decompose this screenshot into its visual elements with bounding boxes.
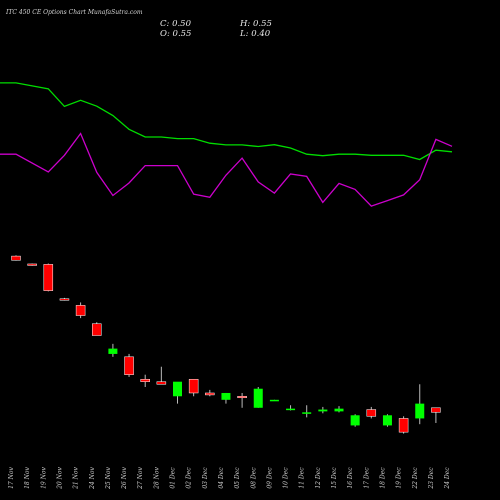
x-tick-label: 18 Dec	[379, 467, 386, 489]
candle	[108, 343, 118, 357]
candle-body	[59, 298, 70, 301]
candle-body	[205, 392, 215, 396]
candle	[431, 407, 441, 423]
candle	[92, 322, 102, 336]
candle-body	[43, 264, 54, 291]
candle-body	[302, 412, 312, 414]
x-tick-label: 04 Dec	[218, 467, 225, 489]
x-tick-label: 21 Nov	[73, 466, 80, 489]
x-tick-label: 27 Nov	[137, 466, 144, 489]
x-tick-label: 05 Dec	[234, 467, 241, 489]
x-tick-label: 25 Nov	[105, 466, 112, 489]
candle	[269, 399, 279, 402]
x-tick-label: 28 Nov	[153, 466, 160, 489]
candle	[43, 263, 54, 292]
candle	[350, 414, 360, 427]
indicator-line-green	[0, 82, 453, 161]
candle-body	[269, 399, 279, 402]
candle-body	[108, 348, 118, 354]
x-tick-label: 03 Dec	[202, 467, 209, 489]
x-tick-label: 26 Nov	[121, 466, 128, 489]
x-tick-label: 09 Dec	[266, 467, 273, 489]
candle	[221, 392, 231, 404]
candle-body	[237, 396, 247, 399]
candle-body	[350, 415, 360, 426]
x-tick-label: 01 Dec	[170, 467, 177, 489]
candle	[382, 414, 392, 427]
candle-body	[75, 305, 86, 316]
candle-body	[366, 409, 377, 417]
x-tick-label: 19 Dec	[396, 467, 403, 489]
candle-body	[318, 409, 328, 412]
candle-body	[11, 255, 21, 261]
candle-body	[221, 392, 231, 400]
candle	[11, 255, 21, 261]
candle	[398, 416, 409, 434]
candle	[334, 406, 344, 413]
candle	[237, 392, 247, 408]
candle	[140, 374, 150, 388]
candle	[75, 302, 86, 319]
close-readout: C: 0.50	[160, 19, 191, 29]
x-tick-label: 08 Dec	[250, 467, 257, 489]
candle	[124, 353, 134, 377]
x-axis-date-labels: 17 Nov 18 Nov 19 Nov 20 Nov 21 Nov 24 Nov 25 N…	[8, 466, 451, 489]
x-tick-label: 23 Dec	[428, 467, 435, 490]
candle-body	[156, 381, 167, 385]
chart-title: ITC 450 CE Options Chart MunafaSutra.com	[6, 9, 143, 16]
x-tick-label: 24 Nov	[89, 466, 96, 489]
candle-body	[415, 403, 425, 419]
candle-body	[286, 408, 296, 411]
candle-body	[173, 381, 182, 397]
candlestick-series	[11, 255, 441, 434]
x-tick-label: 20 Nov	[56, 466, 63, 489]
x-tick-label: 12 Dec	[315, 467, 322, 489]
candle	[205, 389, 215, 397]
x-tick-label: 24 Dec	[444, 467, 451, 490]
x-tick-label: 11 Dec	[299, 467, 306, 489]
candle	[302, 405, 312, 418]
candle	[59, 297, 70, 301]
indicator-lines	[0, 82, 453, 207]
x-tick-label: 10 Dec	[283, 467, 290, 489]
candle-body	[140, 378, 150, 382]
candle	[156, 366, 167, 385]
candle-body	[334, 408, 344, 412]
x-tick-label: 02 Dec	[186, 467, 193, 489]
candle-body	[92, 323, 102, 336]
candle	[366, 406, 377, 419]
x-tick-label: 15 Dec	[331, 467, 338, 489]
candle-body	[188, 378, 199, 394]
x-tick-label: 17 Nov	[8, 466, 15, 488]
candle	[286, 405, 296, 411]
candle	[253, 387, 263, 408]
candle-body	[253, 388, 263, 408]
candle	[188, 378, 199, 397]
x-tick-label: 19 Nov	[40, 466, 47, 488]
open-readout: O: 0.55	[160, 29, 192, 39]
candle	[318, 406, 328, 414]
x-tick-label: 22 Dec	[412, 467, 419, 490]
high-readout: H: 0.55	[240, 19, 272, 29]
x-tick-label: 18 Nov	[24, 466, 31, 488]
x-tick-label: 16 Dec	[347, 467, 354, 489]
candle-body	[382, 415, 392, 426]
candle-body	[124, 356, 134, 375]
candle	[415, 384, 425, 425]
low-readout: L: 0.40	[240, 29, 271, 39]
candle-body	[27, 263, 37, 266]
x-tick-label: 17 Dec	[363, 467, 370, 489]
candle-body	[398, 418, 409, 433]
indicator-line-magenta	[0, 132, 453, 207]
candle	[27, 263, 37, 266]
candle-body	[431, 407, 441, 413]
candle	[173, 381, 182, 404]
